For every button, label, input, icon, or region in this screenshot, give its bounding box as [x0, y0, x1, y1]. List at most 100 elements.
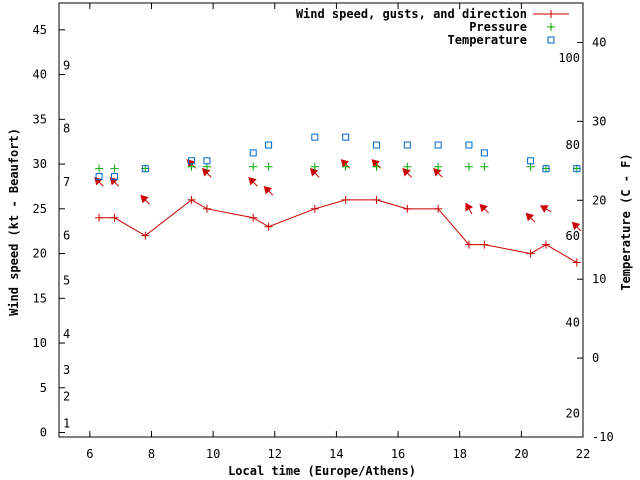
legend-label-pressure: Pressure — [469, 20, 527, 34]
wind-direction-arrow-head — [465, 202, 473, 212]
wind-direction-arrow — [263, 185, 274, 196]
pressure-point — [95, 164, 104, 173]
x-tick-label: 12 — [268, 447, 282, 461]
pressure-point — [264, 162, 273, 171]
beaufort-label: 1 — [63, 417, 70, 431]
fahrenheit-label: 60 — [566, 229, 580, 243]
x-tick-label: 10 — [206, 447, 220, 461]
beaufort-label: 9 — [63, 59, 70, 73]
wind-direction-arrow-head — [479, 203, 488, 213]
wind-direction-arrow-head — [140, 194, 149, 204]
wind-direction-arrow-head — [248, 177, 257, 186]
x-tick-label: 6 — [86, 447, 93, 461]
beaufort-label: 6 — [63, 229, 70, 243]
temperature-point — [249, 149, 257, 157]
temperature-point — [403, 141, 411, 149]
y-tick-label: 5 — [40, 381, 47, 395]
fahrenheit-label: 80 — [566, 138, 580, 152]
x-axis-label: Local time (Europe/Athens) — [228, 464, 416, 478]
pressure-point — [110, 164, 119, 173]
wind-speed-point — [464, 240, 473, 249]
wind-direction-arrow — [465, 202, 473, 215]
wind-speed-point — [526, 249, 535, 258]
wind-speed-point — [264, 222, 273, 231]
wind-speed-point — [110, 213, 119, 222]
axis-labels-layer: Local time (Europe/Athens) Wind speed (k… — [7, 128, 633, 478]
temperature-point — [110, 173, 118, 181]
wind-speed-point — [572, 258, 581, 267]
legend: Wind speed, gusts, and direction Pressur… — [296, 7, 569, 47]
wind-direction-arrow — [525, 212, 536, 223]
temperature-point — [372, 141, 380, 149]
y-tick-label: 25 — [33, 202, 47, 216]
temperature-point — [188, 157, 196, 165]
y-tick-label: 35 — [33, 112, 47, 126]
beaufort-label: 3 — [63, 363, 70, 377]
legend-swatch-temperature — [547, 36, 555, 44]
legend-label-temperature: Temperature — [448, 33, 527, 47]
y2-tick-label: -10 — [592, 430, 614, 444]
wind-speed-point — [95, 213, 104, 222]
wind-direction-arrow-head — [263, 185, 273, 195]
temperature-point — [527, 157, 535, 165]
wind-direction-arrow-head — [309, 168, 319, 177]
wind-speed-point — [372, 195, 381, 204]
temperature-point — [311, 133, 319, 141]
temperature-point — [465, 141, 473, 149]
series-layer — [94, 133, 582, 267]
y-tick-label: 0 — [40, 426, 47, 440]
y2-tick-label: 0 — [592, 351, 599, 365]
pressure-point — [249, 162, 258, 171]
pressure-point — [341, 162, 350, 171]
temperature-point — [203, 157, 211, 165]
wind-direction-arrow-head — [433, 168, 442, 177]
plot-frame — [58, 2, 584, 438]
temperature-point — [573, 165, 581, 173]
x-tick-label: 18 — [452, 447, 466, 461]
wind-direction-arrow-head — [402, 168, 411, 177]
temperature-point — [141, 165, 149, 173]
temperature-point — [95, 173, 103, 181]
ticks-layer: 6 8 10 12 14 16 18 20 22051015202530354045-10010… — [33, 3, 614, 461]
wind-speed-point — [310, 204, 319, 213]
temperature-point — [480, 149, 488, 157]
wind-speed-point — [434, 204, 443, 213]
y-tick-label: 45 — [33, 23, 47, 37]
wind-speed-point — [341, 195, 350, 204]
wind-direction-arrow-head — [525, 212, 535, 222]
wind-direction-arrow — [248, 177, 258, 187]
wind-direction-arrow — [140, 194, 150, 205]
temperature-point — [542, 165, 550, 173]
pressure-point — [480, 162, 489, 171]
wind-speed-point — [403, 204, 412, 213]
fahrenheit-label: 20 — [566, 406, 580, 420]
wind-direction-arrow — [571, 221, 582, 232]
wind-speed-point — [202, 204, 211, 213]
beaufort-label: 8 — [63, 121, 70, 135]
y-tick-label: 20 — [33, 247, 47, 261]
wind-direction-arrow-head — [571, 221, 581, 231]
wind-direction-arrow-head — [539, 205, 549, 213]
temperature-point — [265, 141, 273, 149]
wind-direction-arrow — [433, 168, 443, 178]
y-tick-label: 30 — [33, 157, 47, 171]
wind-speed-point — [249, 213, 258, 222]
pressure-point — [310, 162, 319, 171]
fahrenheit-label: 100 — [558, 51, 580, 65]
wind-direction-arrow — [479, 203, 489, 214]
x-tick-label: 14 — [329, 447, 343, 461]
x-tick-label: 22 — [576, 447, 590, 461]
temperature-point — [434, 141, 442, 149]
beaufort-label: 7 — [63, 175, 70, 189]
x-tick-label: 16 — [391, 447, 405, 461]
y-axis-label: Wind speed (kt - Beaufort) — [7, 128, 21, 316]
x-tick-label: 8 — [148, 447, 155, 461]
beaufort-label: 4 — [63, 327, 70, 341]
wind-direction-arrow — [539, 205, 552, 213]
y2-tick-label: 20 — [592, 193, 606, 207]
wind-direction-arrow — [309, 168, 320, 178]
fahrenheit-label: 40 — [566, 316, 580, 330]
y-tick-label: 40 — [33, 68, 47, 82]
